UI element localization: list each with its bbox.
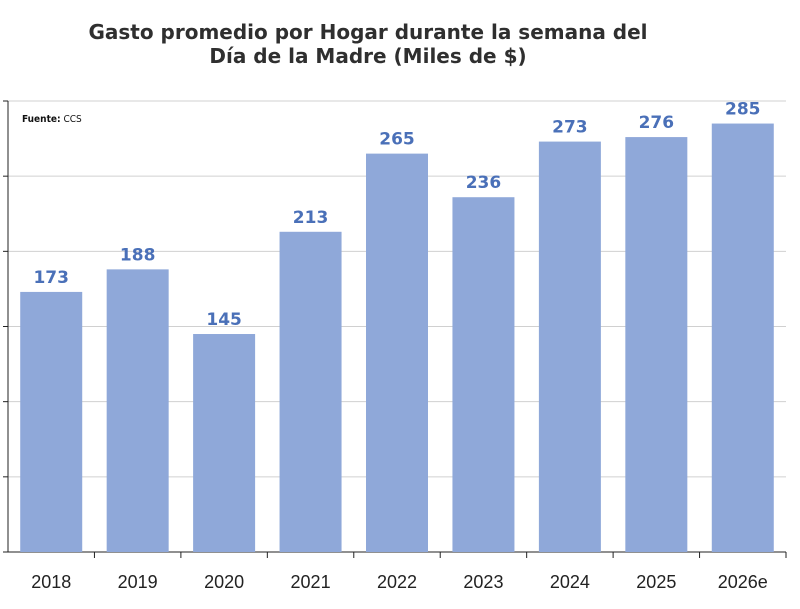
x-tick-label: 2026e <box>718 572 768 592</box>
x-tick-label: 2018 <box>31 572 71 592</box>
bar-value-label: 285 <box>725 100 761 120</box>
bar <box>20 291 83 552</box>
bar-value-label: 173 <box>33 268 69 288</box>
x-tick-label: 2021 <box>291 572 331 592</box>
bar-value-label: 265 <box>379 130 415 150</box>
bar <box>625 137 688 552</box>
chart-title: Gasto promedio por Hogar durante la sema… <box>0 20 736 68</box>
chart-title-line-2: Día de la Madre (Miles de $) <box>209 44 527 68</box>
bar-value-label: 276 <box>639 113 675 133</box>
bar-value-label: 145 <box>206 310 242 330</box>
bar-value-label: 236 <box>466 173 502 193</box>
bar-value-label: 188 <box>120 245 156 265</box>
bar-value-label: 213 <box>293 208 329 228</box>
source-note: Fuente: CCS <box>22 114 82 125</box>
bar <box>366 153 428 552</box>
x-tick-label: 2025 <box>636 572 676 592</box>
chart-title-line-1: Gasto promedio por Hogar durante la sema… <box>88 20 648 44</box>
x-tick-label: 2022 <box>377 572 417 592</box>
bar <box>538 141 601 552</box>
x-tick-label: 2020 <box>204 572 244 592</box>
x-tick-label: 2024 <box>550 572 590 592</box>
source-value: CCS <box>63 114 82 125</box>
x-tick-label: 2019 <box>118 572 158 592</box>
bar <box>279 231 342 553</box>
bar <box>193 334 256 552</box>
bar <box>452 197 515 553</box>
x-tick-label: 2023 <box>463 572 503 592</box>
bar <box>106 269 169 552</box>
bar-value-label: 273 <box>552 118 588 138</box>
bar <box>711 123 774 553</box>
source-label: Fuente: <box>22 114 61 125</box>
